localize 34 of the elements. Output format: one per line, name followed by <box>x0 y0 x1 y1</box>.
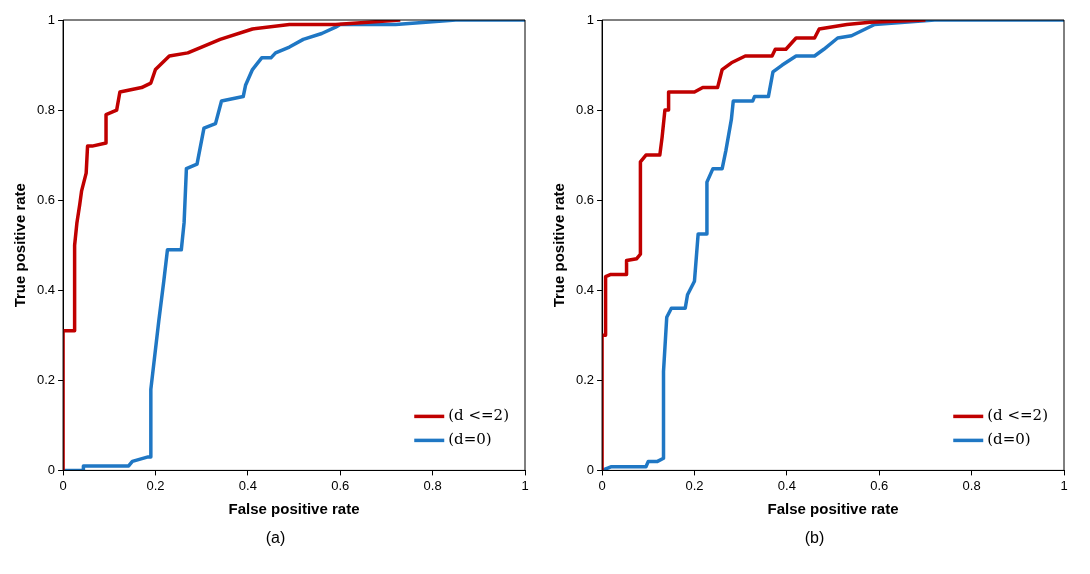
y-tick-label: 0.4 <box>36 281 56 297</box>
text: (a) <box>265 529 286 547</box>
x-axis-title: False positive rate <box>228 500 360 518</box>
y-tick-label: 0 <box>47 461 56 477</box>
y-tick-label: 0.2 <box>36 371 56 387</box>
y-tick-label: 1 <box>47 11 56 27</box>
y-tick-label: 0.8 <box>575 101 595 117</box>
x-tick-label: 0 <box>59 477 67 493</box>
legend-label: (d=0) <box>448 430 492 449</box>
text: (b) <box>804 529 825 547</box>
x-tick-label: 0.4 <box>777 477 796 493</box>
y-tick-label: 0.6 <box>36 191 56 207</box>
y-tick-label: 0.6 <box>575 191 595 207</box>
y-tick-label: 0.2 <box>575 371 595 387</box>
x-tick-label: 0.8 <box>962 477 981 493</box>
x-tick-label: 1 <box>521 477 529 493</box>
x-tick-label: 1 <box>1060 477 1068 493</box>
x-axis-title: False positive rate <box>767 500 899 518</box>
x-tick-label: 0.2 <box>146 477 165 493</box>
x-tick-label: 0.8 <box>423 477 442 493</box>
y-tick-label: 0.4 <box>575 281 595 297</box>
x-tick-label: 0.6 <box>870 477 889 493</box>
legend-label: (d=0) <box>987 430 1031 449</box>
y-tick-label: 1 <box>586 11 595 27</box>
x-tick-label: 0.2 <box>685 477 704 493</box>
x-tick-label: 0.6 <box>331 477 350 493</box>
legend-label: (d <=2) <box>448 406 510 425</box>
x-tick-label: 0 <box>598 477 606 493</box>
legend-label: (d <=2) <box>987 406 1049 425</box>
y-axis-title: True positive rate <box>550 183 568 308</box>
y-tick-label: 0.8 <box>36 101 56 117</box>
y-axis-title: True positive rate <box>11 183 29 308</box>
x-tick-label: 0.4 <box>238 477 257 493</box>
y-tick-label: 0 <box>586 461 595 477</box>
